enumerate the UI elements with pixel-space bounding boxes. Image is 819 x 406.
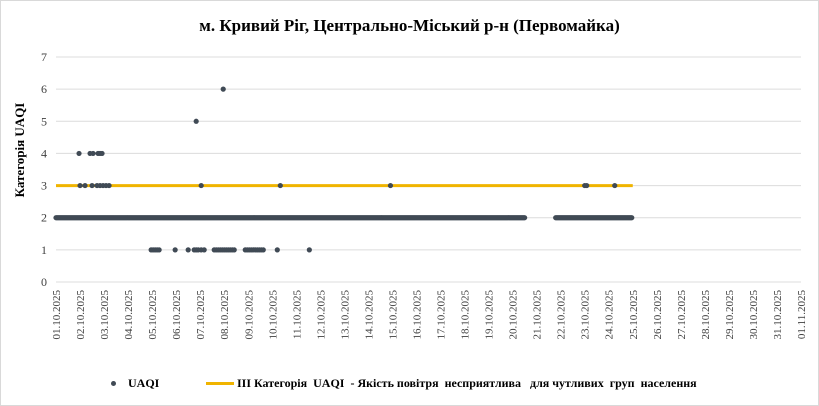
x-tick-label: 19.10.2025 <box>484 290 496 340</box>
uaqi-point <box>89 182 95 189</box>
legend-marker-uaqi <box>111 381 116 386</box>
uaqi-point <box>612 182 618 189</box>
x-tick-label: 12.10.2025 <box>315 290 327 340</box>
x-tick-label: 30.10.2025 <box>748 290 760 340</box>
x-tick-label: 09.10.2025 <box>243 290 255 340</box>
uaqi-point <box>387 182 394 189</box>
x-tick-label: 27.10.2025 <box>676 290 688 340</box>
uaqi-point <box>306 247 312 253</box>
x-tick-label: 18.10.2025 <box>460 290 472 340</box>
x-tick-label: 01.10.2025 <box>51 290 63 340</box>
uaqi-point <box>522 215 528 221</box>
uaqi-point <box>106 182 112 189</box>
uaqi-point <box>198 182 204 189</box>
x-tick-label: 24.10.2025 <box>604 290 616 340</box>
legend-label-threshold: ІІІ Категорія UAQI - Якість повітря несп… <box>237 376 697 390</box>
x-tick-label: 25.10.2025 <box>628 290 640 340</box>
uaqi-point <box>77 182 83 189</box>
x-tick-label: 16.10.2025 <box>411 290 423 340</box>
x-tick-label: 29.10.2025 <box>724 290 736 340</box>
uaqi-point <box>156 247 162 253</box>
x-tick-label: 13.10.2025 <box>339 290 351 340</box>
y-tick-label: 1 <box>41 243 47 257</box>
x-tick-label: 01.11.2025 <box>796 290 808 340</box>
uaqi-point <box>76 150 82 157</box>
x-tick-label: 03.10.2025 <box>99 290 111 340</box>
y-tick-label: 5 <box>41 114 47 128</box>
x-tick-label: 26.10.2025 <box>652 290 664 340</box>
x-tick-label: 02.10.2025 <box>75 290 87 340</box>
uaqi-point <box>201 247 207 253</box>
x-tick-label: 08.10.2025 <box>219 290 231 340</box>
x-tick-label: 20.10.2025 <box>508 290 520 340</box>
chart-title: м. Кривий Ріг, Центрально-Міський р-н (П… <box>199 16 620 35</box>
uaqi-point <box>231 247 237 253</box>
legend-item-uaqi: UAQI <box>111 376 159 391</box>
legend-marker-threshold <box>206 382 234 385</box>
uaqi-point <box>277 182 283 189</box>
x-tick-label: 05.10.2025 <box>147 290 159 340</box>
uaqi-point <box>220 86 226 92</box>
x-tick-label: 31.10.2025 <box>772 290 784 340</box>
uaqi-point <box>99 150 105 157</box>
x-tick-label: 14.10.2025 <box>363 290 375 340</box>
x-tick-label: 15.10.2025 <box>387 290 399 340</box>
uaqi-point <box>172 247 178 253</box>
uaqi-point <box>260 247 266 253</box>
grid-lines <box>56 56 801 283</box>
x-tick-label: 17.10.2025 <box>436 290 448 340</box>
y-tick-label: 3 <box>41 179 47 193</box>
uaqi-point <box>82 182 88 189</box>
x-tick-labels: 01.10.2025 02.10.2025 03.10.2025 04.10.2025… <box>51 290 808 340</box>
x-tick-label: 23.10.2025 <box>580 290 592 340</box>
uaqi-point <box>584 182 590 189</box>
x-tick-label: 28.10.2025 <box>700 290 712 340</box>
uaqi-point <box>274 247 280 253</box>
x-tick-label: 06.10.2025 <box>171 290 183 340</box>
x-tick-label: 10.10.2025 <box>267 290 279 340</box>
legend-item-threshold: ІІІ Категорія UAQI - Якість повітря несп… <box>206 376 697 391</box>
legend-label-uaqi: UAQI <box>128 376 160 390</box>
x-tick-label: 22.10.2025 <box>556 290 568 340</box>
uaqi-point <box>193 118 199 124</box>
y-tick-label: 2 <box>41 211 47 225</box>
x-tick-label: 07.10.2025 <box>195 290 207 340</box>
uaqi-point <box>185 247 191 253</box>
y-tick-labels: 0 1 2 3 4 5 6 7 <box>41 50 47 289</box>
uaqi-point <box>629 215 635 221</box>
legend: UAQI ІІІ Категорія UAQI - Якість повітря… <box>0 376 819 396</box>
x-tick-label: 21.10.2025 <box>532 290 544 340</box>
y-tick-label: 6 <box>41 82 47 96</box>
uaqi-series <box>53 86 635 253</box>
y-tick-label: 0 <box>41 275 47 289</box>
y-tick-label: 4 <box>41 146 47 160</box>
x-tick-label: 11.10.2025 <box>291 290 303 340</box>
y-tick-label: 7 <box>41 50 47 64</box>
uaqi-point <box>90 150 96 157</box>
x-tick-label: 04.10.2025 <box>123 290 135 340</box>
